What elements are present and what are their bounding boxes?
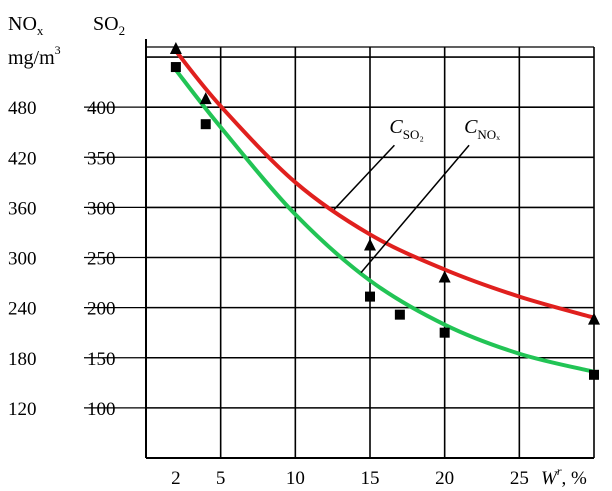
x-tick-label: 20 [435,468,454,489]
nox-data-point [394,309,405,320]
so2-tick-label: 250 [87,249,116,270]
annotation-leader-so2 [333,144,395,210]
x-tick-label: 15 [361,468,380,489]
nox-tick-label: 120 [8,399,37,420]
grid [146,47,594,458]
so2-tick-label: 200 [87,299,116,320]
series-label-nox: CNOₓ [464,116,500,142]
axis-headers: NOx mg/m3 SO2 [8,13,125,69]
nox-data-point [170,62,181,73]
nox-tick-label: 180 [8,349,37,370]
tick-labels: 120 180 240 300 360 420 480 100 150 200 250 300 350 4… [8,98,587,489]
nox-axis-header: NOx [8,13,44,38]
series-annotations: CSO₂ CNOₓ [333,116,500,274]
so2-tick-label: 100 [87,399,116,420]
series-markers [169,42,600,380]
nox-tick-label: 300 [8,249,37,270]
series-line-so2 [173,49,596,320]
series-line-nox [173,68,596,374]
nox-tick-label: 360 [8,198,37,219]
nox-tick-label: 480 [8,98,37,119]
so2-tick-label: 300 [87,198,116,219]
nox-data-point [589,369,599,380]
so2-tick-label: 400 [87,98,116,119]
so2-data-point [364,238,376,251]
so2-data-point [588,312,600,325]
axes [84,39,595,459]
nox-axis-unit: mg/m3 [8,43,61,69]
nox-data-point [365,291,375,302]
so2-data-point [199,92,212,105]
so2-tick-label: 350 [87,148,116,169]
so2-axis-header: SO2 [93,13,125,38]
nox-tick-label: 240 [8,299,37,320]
x-tick-label: 5 [216,468,226,489]
nox-data-point [439,327,450,338]
so2-data-point [438,270,451,283]
x-axis-label: Wr, % [541,464,587,489]
annotation-leader-nox [360,144,470,274]
x-tick-label: 10 [286,468,305,489]
x-tick-label: 25 [510,468,529,489]
so2-tick-label: 150 [87,349,116,370]
x-tick-label: 2 [171,468,181,489]
nox-data-point [200,119,211,130]
nox-tick-label: 420 [8,148,37,169]
so2-data-point [169,42,182,55]
series-label-so2: CSO₂ [389,116,424,142]
series-lines [173,49,596,374]
